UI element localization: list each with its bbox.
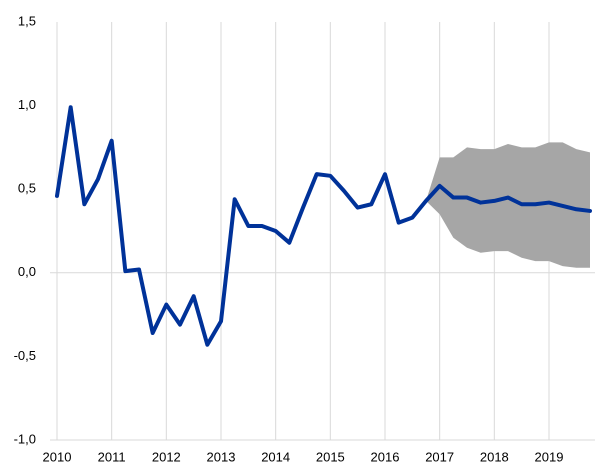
y-tick-label: -0,5 xyxy=(14,348,36,363)
x-tick-label: 2010 xyxy=(43,449,72,464)
x-tick-label: 2016 xyxy=(371,449,400,464)
y-tick-label: 0,0 xyxy=(18,264,36,279)
y-tick-label: 0,5 xyxy=(18,181,36,196)
x-tick-label: 2012 xyxy=(152,449,181,464)
x-tick-label: 2018 xyxy=(480,449,509,464)
forecast-band xyxy=(426,142,590,268)
x-tick-label: 2011 xyxy=(98,449,126,464)
y-tick-label: -1,0 xyxy=(14,431,36,446)
data-line xyxy=(55,105,592,347)
x-tick-label: 2019 xyxy=(535,449,564,464)
x-tick-label: 2017 xyxy=(425,449,454,464)
x-tick-label: 2013 xyxy=(207,449,236,464)
x-tick-label: 2015 xyxy=(316,449,345,464)
y-tick-label: 1,0 xyxy=(18,97,36,112)
x-tick-label: 2014 xyxy=(261,449,290,464)
y-tick-label: 1,5 xyxy=(18,13,36,28)
